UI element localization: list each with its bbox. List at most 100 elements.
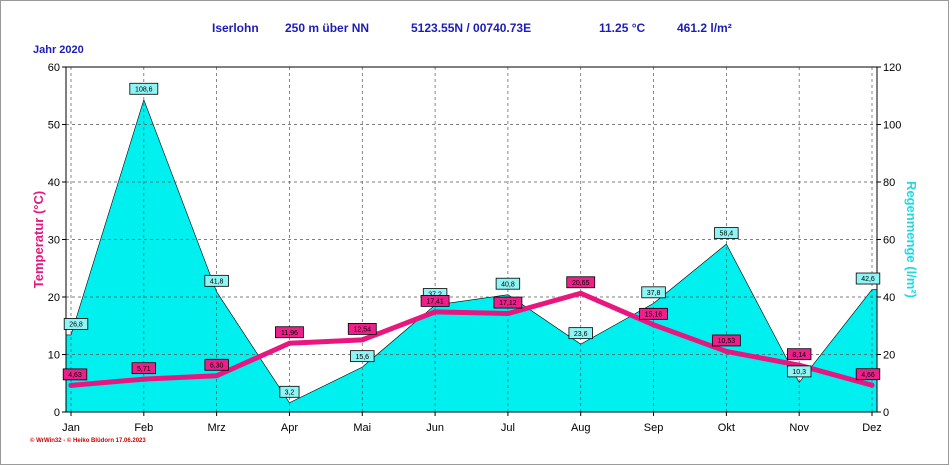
- total-rainfall: 461.2 l/m²: [677, 21, 732, 35]
- temperature-value-label-text: 17,41: [426, 298, 444, 305]
- temperature-value-label-box: [131, 362, 157, 375]
- temperature-value-label-box: [639, 307, 668, 320]
- left-tick-label: 20: [48, 292, 60, 304]
- temperature-value-label: 12,54: [347, 322, 377, 335]
- station-coordinates: 5123.55N / 00740.73E: [411, 21, 532, 35]
- rain-value-label-box: [63, 318, 89, 330]
- temperature-value-label-box: [566, 276, 596, 289]
- temperature-value-label-text: 4,63: [68, 372, 82, 379]
- rain-value-label: 40,8: [495, 277, 521, 290]
- temperature-value-label: 6,30: [204, 358, 229, 371]
- temperature-value-label-text: 11,96: [281, 330, 298, 337]
- temperature-value-label-box: [786, 348, 812, 361]
- temperature-value-label: 5,71: [131, 362, 157, 375]
- mean-temperature: 11.25 °C: [599, 21, 646, 35]
- rain-value-label-text: 15,6: [355, 354, 369, 361]
- year-label: Jahr 2020: [33, 44, 84, 56]
- temperature-value-label: 17,41: [420, 294, 450, 307]
- temperature-point: [141, 376, 147, 382]
- temperature-value-label-box: [347, 322, 377, 335]
- right-tick-label: 100: [883, 120, 901, 132]
- temperature-value-label-text: 4,66: [861, 372, 875, 379]
- rain-value-label: 108,6: [129, 82, 159, 95]
- rain-value-label-box: [568, 327, 593, 340]
- station-name: Iserlohn: [212, 21, 259, 35]
- right-tick-label: 60: [883, 235, 895, 247]
- temperature-value-label: 17,12: [493, 296, 523, 309]
- rain-value-label: 15,6: [350, 350, 375, 363]
- temperature-value-label-text: 12,54: [354, 326, 372, 333]
- temperature-point: [214, 373, 220, 379]
- left-tick-label: 40: [48, 177, 60, 189]
- left-tick-label: 0: [54, 407, 60, 419]
- x-tick-label: Feb: [134, 422, 153, 434]
- right-tick-label: 20: [883, 350, 895, 362]
- temperature-point: [651, 322, 657, 328]
- temperature-value-label: 20,65: [566, 276, 596, 289]
- temperature-value-label-box: [493, 296, 523, 309]
- rain-value-label-box: [279, 385, 300, 398]
- temperature-value-label-text: 10,53: [718, 338, 736, 345]
- temperature-point: [359, 337, 365, 343]
- rain-value-label-text: 3,2: [285, 389, 295, 396]
- x-tick-label: Mrz: [207, 422, 225, 434]
- rain-value-label-text: 42,6: [861, 276, 875, 283]
- rain-value-label-box: [204, 274, 229, 287]
- temperature-value-label: 4,63: [62, 368, 88, 381]
- temperature-value-label: 10,53: [711, 334, 741, 347]
- rain-value-label-text: 10,3: [792, 369, 806, 376]
- station-elevation: 250 m über NN: [285, 21, 370, 35]
- rain-value-label-box: [714, 227, 739, 240]
- temperature-value-label-box: [711, 334, 741, 347]
- temperature-value-label-text: 20,65: [572, 280, 590, 287]
- x-tick-label: Aug: [571, 422, 591, 434]
- x-tick-label: Okt: [718, 422, 735, 434]
- rain-value-label-text: 23,6: [574, 331, 588, 338]
- rain-value-label: 10,3: [786, 365, 812, 378]
- temperature-value-label-box: [275, 326, 304, 339]
- rain-value-label: 26,8: [63, 318, 89, 330]
- rain-value-label-text: 41,8: [210, 278, 224, 285]
- temperature-point: [578, 290, 584, 296]
- rain-value-label-box: [495, 277, 521, 290]
- temperature-point: [869, 382, 875, 388]
- rain-value-label-text: 37,8: [647, 290, 661, 297]
- temperature-value-label: 8,14: [786, 348, 812, 361]
- rain-value-label-text: 26,8: [69, 322, 83, 329]
- temperature-value-label-text: 15,16: [645, 311, 663, 318]
- temperature-value-label: 15,16: [639, 307, 668, 320]
- temperature-value-label-box: [62, 368, 88, 381]
- x-tick-label: Jun: [426, 422, 444, 434]
- rain-value-label: 3,2: [279, 385, 300, 398]
- left-axis-title: Temperatur (°C): [31, 191, 46, 288]
- left-tick-label: 30: [48, 235, 60, 247]
- temperature-value-label-text: 8,14: [792, 352, 806, 359]
- x-tick-label: Dez: [862, 422, 882, 434]
- x-tick-label: Apr: [281, 422, 298, 434]
- rain-value-label-box: [786, 365, 812, 378]
- x-tick-label: Sep: [644, 422, 664, 434]
- temperature-value-label-text: 17,12: [499, 300, 517, 307]
- right-tick-label: 40: [883, 292, 895, 304]
- rain-value-label: 37,8: [641, 286, 666, 299]
- temperature-point: [68, 382, 74, 388]
- rain-value-label-text: 58,4: [720, 231, 734, 238]
- temperature-value-label-box: [204, 358, 229, 371]
- left-tick-label: 50: [48, 120, 60, 132]
- right-tick-label: 120: [883, 62, 901, 74]
- x-tick-label: Jan: [62, 422, 80, 434]
- right-tick-label: 0: [883, 407, 889, 419]
- temperature-point: [723, 348, 729, 354]
- rain-value-label: 23,6: [568, 327, 593, 340]
- x-tick-label: Jul: [501, 422, 515, 434]
- rain-value-label-box: [855, 272, 881, 285]
- rain-value-label-box: [129, 82, 159, 95]
- temperature-point: [286, 340, 292, 346]
- temperature-value-label-box: [420, 294, 450, 307]
- temperature-point: [505, 311, 511, 317]
- rain-value-label-box: [350, 350, 375, 363]
- copyright-footer: © WrWin32 - © Heiko Blüdorn 17.06.2023: [30, 438, 146, 444]
- x-tick-label: Mai: [353, 422, 371, 434]
- left-tick-label: 60: [48, 62, 60, 74]
